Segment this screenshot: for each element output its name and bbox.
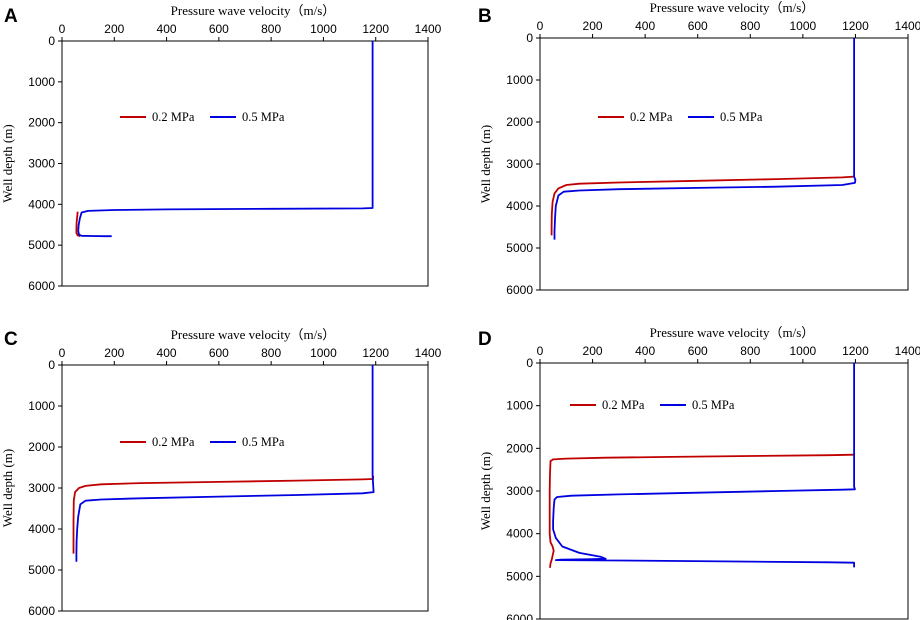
y-tick-label: 1000 bbox=[506, 399, 533, 413]
series-line-red bbox=[550, 175, 855, 236]
legend-label: 0.2 MPa bbox=[152, 110, 195, 124]
y-tick-label: 1000 bbox=[28, 75, 55, 89]
x-tick-label: 0 bbox=[59, 22, 66, 36]
x-tick-label: 1200 bbox=[362, 22, 389, 36]
x-tick-label: 200 bbox=[583, 344, 603, 358]
y-tick-label: 6000 bbox=[28, 279, 55, 293]
panel-d: D Pressure wave velocity（m/s） 0 200 400 600 80… bbox=[478, 325, 920, 620]
x-tick-label: 1000 bbox=[310, 346, 337, 360]
y-tick-label: 6000 bbox=[28, 604, 55, 618]
y-axis-title: Well depth (m) bbox=[0, 449, 15, 527]
y-tick-label: 2000 bbox=[506, 115, 533, 129]
y-tick-label: 5000 bbox=[506, 241, 533, 255]
x-tick-label: 0 bbox=[537, 19, 544, 33]
y-tick-label: 1000 bbox=[506, 73, 533, 87]
y-tick-label: 4000 bbox=[28, 522, 55, 536]
y-tick-label: 4000 bbox=[28, 197, 55, 211]
panel-letter: B bbox=[478, 6, 492, 27]
legend-label: 0.2 MPa bbox=[602, 398, 645, 412]
y-tick-label: 0 bbox=[526, 31, 533, 45]
x-tick-label: 200 bbox=[104, 22, 124, 36]
y-tick-label: 4000 bbox=[506, 527, 533, 541]
y-tick-label: 2000 bbox=[28, 116, 55, 130]
y-tick-label: 6000 bbox=[506, 283, 533, 297]
x-axis-title: Pressure wave velocity（m/s） bbox=[171, 3, 336, 18]
x-tick-label: 1400 bbox=[415, 22, 442, 36]
y-tick-label: 3000 bbox=[28, 157, 55, 171]
y-tick-label: 3000 bbox=[506, 484, 533, 498]
x-tick-label: 400 bbox=[635, 19, 655, 33]
y-tick-label: 2000 bbox=[506, 441, 533, 455]
y-tick-label: 0 bbox=[48, 358, 55, 372]
series-line-blue bbox=[77, 41, 374, 238]
x-tick-label: 400 bbox=[157, 22, 177, 36]
panel-c: C Pressure wave velocity（m/s） 0 200 400 600 80… bbox=[0, 327, 442, 618]
y-tick-label: 4000 bbox=[506, 199, 533, 213]
x-tick-label: 0 bbox=[59, 346, 66, 360]
y-axis-title: Well depth (m) bbox=[478, 452, 493, 530]
x-tick-label: 400 bbox=[157, 346, 177, 360]
x-tick-label: 1200 bbox=[842, 344, 869, 358]
x-tick-label: 600 bbox=[209, 346, 229, 360]
legend-label: 0.5 MPa bbox=[242, 435, 285, 449]
x-axis-title: Pressure wave velocity（m/s） bbox=[171, 327, 336, 342]
series-line-red bbox=[548, 453, 855, 568]
x-tick-label: 600 bbox=[688, 19, 708, 33]
legend-label: 0.2 MPa bbox=[630, 110, 673, 124]
x-tick-label: 0 bbox=[537, 344, 544, 358]
x-tick-label: 1000 bbox=[310, 22, 337, 36]
y-tick-label: 5000 bbox=[506, 569, 533, 583]
y-tick-label: 3000 bbox=[506, 157, 533, 171]
y-tick-label: 0 bbox=[48, 34, 55, 48]
panel-letter: C bbox=[4, 329, 18, 350]
x-tick-label: 200 bbox=[583, 19, 603, 33]
x-tick-label: 200 bbox=[104, 346, 124, 360]
series-line-blue bbox=[552, 363, 856, 568]
y-tick-label: 3000 bbox=[28, 481, 55, 495]
x-tick-label: 1400 bbox=[895, 344, 920, 358]
x-tick-label: 400 bbox=[635, 344, 655, 358]
x-tick-label: 1400 bbox=[895, 19, 920, 33]
x-tick-label: 1200 bbox=[842, 19, 869, 33]
x-tick-label: 800 bbox=[740, 344, 760, 358]
y-axis-title: Well depth (m) bbox=[0, 124, 15, 202]
panel-a: A Pressure wave velocity（m/s） 0 200 400 600 80… bbox=[0, 3, 442, 293]
y-tick-label: 2000 bbox=[28, 440, 55, 454]
legend-label: 0.2 MPa bbox=[152, 435, 195, 449]
x-tick-label: 800 bbox=[261, 22, 281, 36]
legend-label: 0.5 MPa bbox=[720, 110, 763, 124]
y-axis-title: Well depth (m) bbox=[478, 125, 493, 203]
x-axis-title: Pressure wave velocity（m/s） bbox=[650, 0, 815, 15]
y-tick-label: 0 bbox=[526, 356, 533, 370]
x-tick-label: 1400 bbox=[415, 346, 442, 360]
legend-label: 0.5 MPa bbox=[242, 110, 285, 124]
x-tick-label: 600 bbox=[688, 344, 708, 358]
panel-letter: A bbox=[4, 6, 18, 27]
series-line-blue bbox=[75, 365, 375, 562]
series-line-red bbox=[72, 475, 375, 554]
panel-b: B Pressure wave velocity（m/s） 0 200 400 600 80… bbox=[478, 0, 920, 297]
x-tick-label: 800 bbox=[740, 19, 760, 33]
x-tick-label: 800 bbox=[261, 346, 281, 360]
series-line-red bbox=[75, 211, 81, 238]
y-tick-label: 1000 bbox=[28, 399, 55, 413]
y-tick-label: 6000 bbox=[506, 612, 533, 620]
x-tick-label: 1000 bbox=[790, 19, 817, 33]
x-tick-label: 1200 bbox=[362, 346, 389, 360]
x-tick-label: 1000 bbox=[790, 344, 817, 358]
legend-label: 0.5 MPa bbox=[692, 398, 735, 412]
x-axis-title: Pressure wave velocity（m/s） bbox=[650, 325, 815, 340]
plot-frame bbox=[539, 37, 909, 291]
y-tick-label: 5000 bbox=[28, 563, 55, 577]
y-tick-label: 5000 bbox=[28, 238, 55, 252]
series-line-blue bbox=[553, 38, 857, 240]
x-tick-label: 600 bbox=[209, 22, 229, 36]
panel-letter: D bbox=[478, 329, 492, 350]
